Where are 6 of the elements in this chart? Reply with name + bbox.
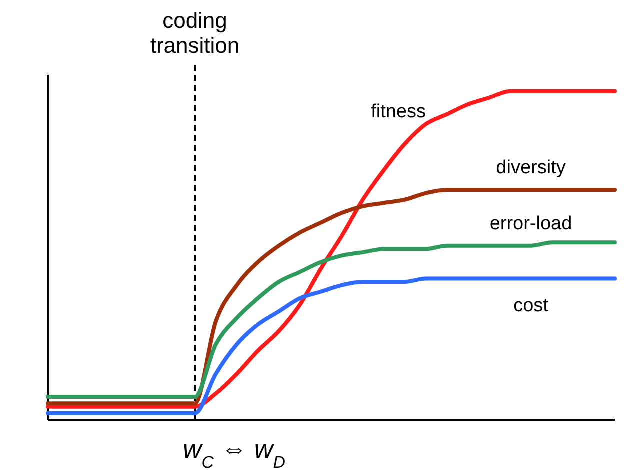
x-axis-title: w$_{C}$ ⇔ w$_{D}$ xyxy=(183,434,286,470)
text: coding transition xyxy=(150,8,240,58)
series-label: cost xyxy=(514,296,550,317)
series-label: fitness xyxy=(371,102,426,123)
series-label: diversity xyxy=(496,158,566,179)
series-label: error-load xyxy=(490,213,572,234)
